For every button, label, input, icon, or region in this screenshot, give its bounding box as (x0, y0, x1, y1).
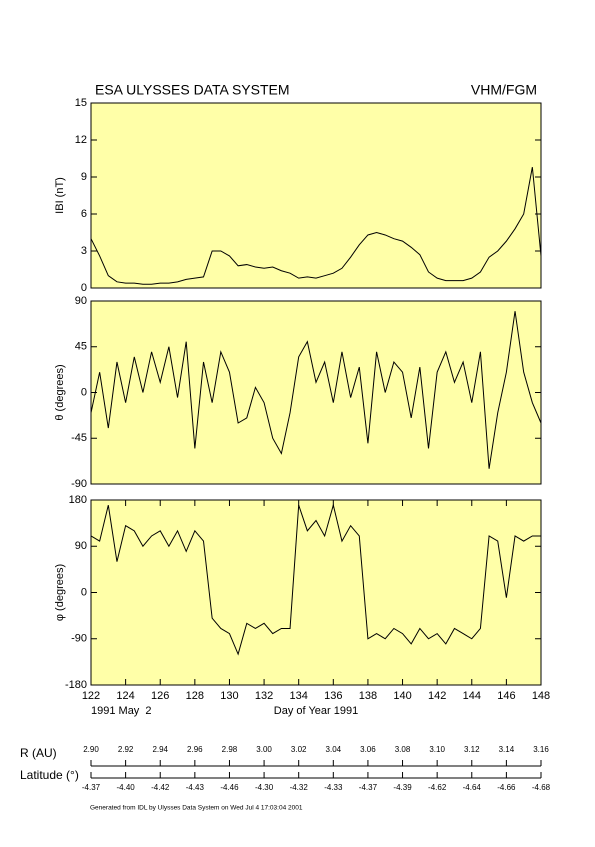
start-date: 1991 May 2 (91, 705, 152, 717)
x-tick-label: 126 (151, 690, 169, 702)
y-tick-label: 90 (75, 295, 87, 307)
x-tick-label: 124 (116, 690, 134, 702)
lat-value: -4.30 (255, 783, 274, 792)
plot-area (90, 300, 542, 485)
x-tick-label: 146 (497, 690, 515, 702)
y-axis-label: φ (degrees) (54, 564, 66, 621)
instrument: VHM/FGM (471, 82, 537, 98)
footer: Generated from IDL by Ulysses Data Syste… (90, 805, 303, 812)
r-value: 2.92 (118, 745, 134, 754)
y-tick-label: 15 (75, 97, 87, 109)
r-value: 3.16 (533, 745, 549, 754)
r-value: 3.00 (256, 745, 272, 754)
data-line (90, 503, 541, 656)
data-line (90, 167, 542, 285)
plot-area (90, 102, 542, 289)
y-tick-label: 0 (81, 386, 87, 398)
r-value: 3.08 (395, 745, 411, 754)
y-tick-label: 45 (75, 341, 87, 353)
r-value: 3.04 (326, 745, 342, 754)
x-tick-label: 130 (220, 690, 238, 702)
x-tick-label: 136 (324, 690, 342, 702)
x-tick-label: 148 (532, 690, 550, 702)
x-tick-label: 140 (393, 690, 411, 702)
lat-value: -4.40 (116, 783, 135, 792)
y-tick-label: -45 (71, 432, 87, 444)
y-axis-label: IBI (nT) (54, 177, 66, 214)
x-tick-label: 144 (463, 690, 481, 702)
lat-value: -4.33 (324, 783, 343, 792)
r-value: 3.06 (360, 745, 376, 754)
r-label: R (AU) (20, 746, 57, 760)
y-tick-label: 12 (75, 134, 87, 146)
lat-value: -4.37 (82, 783, 101, 792)
y-tick-label: 6 (81, 208, 87, 220)
lat-value: -4.68 (532, 783, 551, 792)
title: ESA ULYSSES DATA SYSTEM (95, 82, 290, 98)
lat-value: -4.43 (186, 783, 205, 792)
lat-label: Latitude (°) (20, 768, 79, 782)
plot-area (90, 499, 542, 686)
r-value: 3.02 (291, 745, 307, 754)
r-value: 2.98 (222, 745, 238, 754)
x-tick-label: 138 (359, 690, 377, 702)
y-tick-label: -90 (71, 478, 87, 490)
r-value: 3.14 (499, 745, 515, 754)
y-tick-label: 0 (81, 586, 87, 598)
y-tick-label: 0 (81, 282, 87, 294)
y-axis-label: θ (degrees) (54, 364, 66, 420)
x-tick-label: 134 (290, 690, 308, 702)
lat-value: -4.46 (220, 783, 239, 792)
x-tick-label: 128 (186, 690, 204, 702)
x-tick-label: 142 (428, 690, 446, 702)
r-value: 2.94 (152, 745, 168, 754)
r-value: 3.12 (464, 745, 480, 754)
r-value: 3.10 (429, 745, 445, 754)
r-value: 2.90 (83, 745, 99, 754)
y-tick-label: 180 (69, 494, 87, 506)
y-tick-label: 90 (75, 540, 87, 552)
y-tick-label: -180 (65, 679, 87, 691)
y-tick-label: -90 (71, 633, 87, 645)
lat-value: -4.62 (428, 783, 447, 792)
lat-value: -4.39 (393, 783, 412, 792)
x-axis-label: Day of Year 1991 (274, 705, 358, 717)
lat-value: -4.37 (359, 783, 378, 792)
lat-value: -4.64 (463, 783, 482, 792)
lat-value: -4.66 (497, 783, 516, 792)
r-value: 2.96 (187, 745, 203, 754)
y-tick-label: 3 (81, 245, 87, 257)
lat-value: -4.42 (151, 783, 170, 792)
x-tick-label: 122 (82, 690, 100, 702)
lat-value: -4.32 (290, 783, 309, 792)
y-tick-label: 9 (81, 171, 87, 183)
x-tick-label: 132 (255, 690, 273, 702)
data-line (90, 311, 542, 469)
